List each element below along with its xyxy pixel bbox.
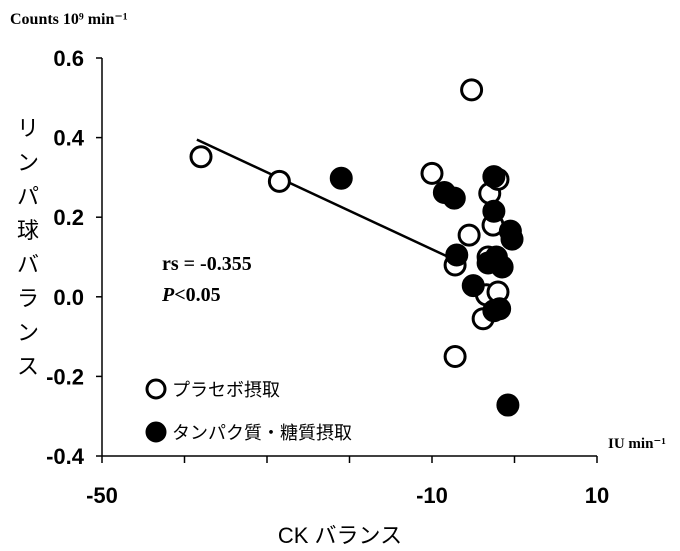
y-tick-label: 0.2 bbox=[53, 205, 84, 230]
filled-data-point bbox=[445, 243, 469, 267]
open-data-point bbox=[443, 345, 467, 368]
open-data-point bbox=[420, 161, 444, 185]
filled-data-point bbox=[442, 186, 466, 210]
trendline-group bbox=[196, 138, 450, 259]
open-data-point bbox=[457, 223, 481, 247]
y-tick-label: -0.4 bbox=[46, 444, 85, 469]
y-label-char: ス bbox=[17, 354, 39, 379]
filled-data-point bbox=[461, 274, 485, 298]
y-axis-ticks: 0.6 0.4 0.2 0.0 -0.2 -0.4 bbox=[46, 46, 102, 469]
filled-data-point bbox=[482, 199, 506, 223]
x-axis-label: CK バランス bbox=[278, 523, 402, 548]
y-label-char: ン bbox=[17, 320, 39, 345]
legend-open-marker bbox=[145, 378, 167, 400]
y-tick-label: 0.6 bbox=[53, 46, 84, 71]
x-tick-label: -10 bbox=[416, 483, 448, 508]
filled-data-point bbox=[490, 255, 514, 279]
y-label-char: ン bbox=[17, 150, 39, 175]
filled-data-point bbox=[329, 166, 353, 190]
x-axis-ticks: -50 -10 10 bbox=[86, 456, 609, 508]
y-label-char: バ bbox=[17, 252, 39, 277]
p-annotation: P<0.05 bbox=[161, 284, 221, 306]
y-unit-label: Counts 10⁹ min⁻¹ bbox=[10, 11, 128, 28]
x-tick-label: 10 bbox=[585, 483, 609, 508]
x-unit-label: IU min⁻¹ bbox=[608, 436, 666, 452]
filled-data-point bbox=[500, 227, 524, 251]
trendline bbox=[196, 138, 450, 259]
filled-data-point bbox=[488, 297, 512, 321]
open-data-point bbox=[189, 145, 213, 169]
legend-filled-marker bbox=[145, 421, 167, 443]
open-data-point bbox=[267, 169, 291, 193]
y-label-char: 球 bbox=[17, 218, 39, 243]
data-points bbox=[189, 78, 524, 417]
legend-label: タンパク質・糖質摂取 bbox=[172, 423, 352, 443]
rs-annotation: rs = -0.355 bbox=[162, 253, 252, 275]
y-tick-label: 0.4 bbox=[53, 126, 84, 151]
y-label-char: パ bbox=[17, 184, 39, 209]
y-tick-label: 0.0 bbox=[53, 285, 84, 310]
y-tick-label: -0.2 bbox=[46, 364, 84, 389]
y-label-char: ラ bbox=[17, 286, 39, 311]
x-tick-label: -50 bbox=[86, 483, 118, 508]
filled-data-point bbox=[482, 165, 506, 189]
legend-label: プラセボ摂取 bbox=[172, 380, 280, 400]
open-data-point bbox=[460, 78, 484, 102]
y-label-char: リ bbox=[17, 116, 39, 141]
filled-data-point bbox=[496, 393, 520, 417]
